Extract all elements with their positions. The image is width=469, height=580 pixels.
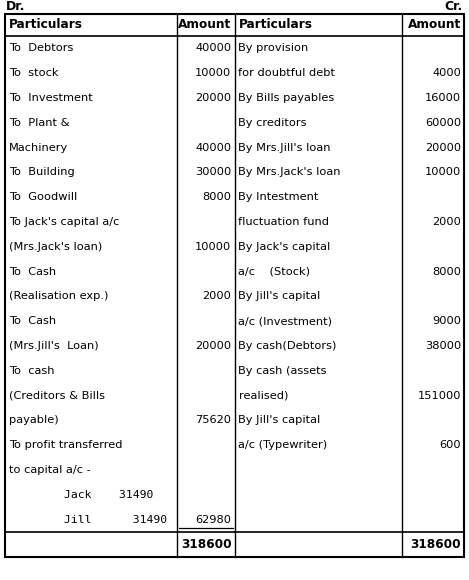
Text: 40000: 40000 <box>196 44 232 53</box>
Text: To  stock: To stock <box>9 68 59 78</box>
Text: To  Cash: To Cash <box>9 316 56 326</box>
Text: realised): realised) <box>239 390 288 401</box>
Text: Particulars: Particulars <box>239 19 312 31</box>
Text: To Jack's capital a/c: To Jack's capital a/c <box>9 217 120 227</box>
Text: To  Cash: To Cash <box>9 267 56 277</box>
Text: By cash(Debtors): By cash(Debtors) <box>239 341 337 351</box>
Text: Amount: Amount <box>408 19 461 31</box>
Text: 75620: 75620 <box>196 415 232 425</box>
Text: By Jack's capital: By Jack's capital <box>239 242 331 252</box>
Text: 20000: 20000 <box>196 341 232 351</box>
Text: fluctuation fund: fluctuation fund <box>239 217 330 227</box>
Text: 8000: 8000 <box>432 267 461 277</box>
Text: To  cash: To cash <box>9 366 54 376</box>
Text: (Realisation exp.): (Realisation exp.) <box>9 291 108 302</box>
Text: 318600: 318600 <box>410 538 461 551</box>
Text: To  Building: To Building <box>9 168 75 177</box>
Text: Amount: Amount <box>178 19 232 31</box>
Text: 20000: 20000 <box>425 143 461 153</box>
Text: a/c    (Stock): a/c (Stock) <box>239 267 310 277</box>
Text: 2000: 2000 <box>203 291 232 302</box>
Text: By provision: By provision <box>239 44 309 53</box>
Text: 60000: 60000 <box>425 118 461 128</box>
Text: a/c (Investment): a/c (Investment) <box>239 316 333 326</box>
Text: (Mrs.Jack's loan): (Mrs.Jack's loan) <box>9 242 102 252</box>
Text: 318600: 318600 <box>181 538 232 551</box>
Text: By Intestment: By Intestment <box>239 192 319 202</box>
Text: Particulars: Particulars <box>9 19 83 31</box>
Text: To  Plant &: To Plant & <box>9 118 69 128</box>
Text: 10000: 10000 <box>195 242 232 252</box>
Text: 151000: 151000 <box>417 390 461 401</box>
Text: (Creditors & Bills: (Creditors & Bills <box>9 390 105 401</box>
Text: By Mrs.Jill's loan: By Mrs.Jill's loan <box>239 143 331 153</box>
Text: By Jill's capital: By Jill's capital <box>239 291 321 302</box>
Text: 40000: 40000 <box>196 143 232 153</box>
Text: 38000: 38000 <box>425 341 461 351</box>
Text: By creditors: By creditors <box>239 118 307 128</box>
Text: 16000: 16000 <box>425 93 461 103</box>
Text: By Mrs.Jack's loan: By Mrs.Jack's loan <box>239 168 341 177</box>
Text: to capital a/c -: to capital a/c - <box>9 465 91 475</box>
Text: To profit transferred: To profit transferred <box>9 440 122 450</box>
Text: 2000: 2000 <box>432 217 461 227</box>
Text: 4000: 4000 <box>432 68 461 78</box>
Text: Jill      31490: Jill 31490 <box>9 514 167 524</box>
Text: Cr.: Cr. <box>445 0 463 13</box>
Text: payable): payable) <box>9 415 59 425</box>
Text: 10000: 10000 <box>195 68 232 78</box>
Text: 10000: 10000 <box>425 168 461 177</box>
Text: To  Debtors: To Debtors <box>9 44 73 53</box>
Text: To  Investment: To Investment <box>9 93 93 103</box>
Text: (Mrs.Jill's  Loan): (Mrs.Jill's Loan) <box>9 341 98 351</box>
Text: Dr.: Dr. <box>6 0 25 13</box>
Text: a/c (Typewriter): a/c (Typewriter) <box>239 440 328 450</box>
Text: 20000: 20000 <box>196 93 232 103</box>
Text: By Jill's capital: By Jill's capital <box>239 415 321 425</box>
Text: for doubtful debt: for doubtful debt <box>239 68 335 78</box>
Text: To  Goodwill: To Goodwill <box>9 192 77 202</box>
Text: 9000: 9000 <box>432 316 461 326</box>
Text: 30000: 30000 <box>195 168 232 177</box>
Text: 8000: 8000 <box>203 192 232 202</box>
Text: Jack    31490: Jack 31490 <box>9 490 153 500</box>
Text: By cash (assets: By cash (assets <box>239 366 327 376</box>
Text: 62980: 62980 <box>196 514 232 524</box>
Text: Machinery: Machinery <box>9 143 68 153</box>
Text: 600: 600 <box>439 440 461 450</box>
Text: By Bills payables: By Bills payables <box>239 93 335 103</box>
